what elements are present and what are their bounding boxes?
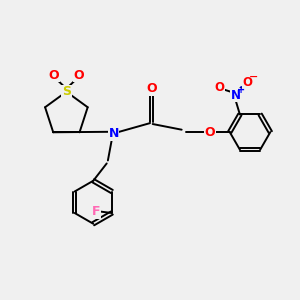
Text: O: O — [74, 69, 84, 82]
Text: N: N — [108, 127, 119, 140]
Text: O: O — [214, 81, 224, 94]
Text: N: N — [230, 88, 240, 102]
Text: +: + — [237, 85, 245, 95]
Text: O: O — [49, 69, 59, 82]
Text: −: − — [249, 72, 259, 82]
Text: O: O — [204, 126, 215, 139]
Text: F: F — [92, 205, 100, 218]
Text: S: S — [62, 85, 71, 98]
Text: O: O — [146, 82, 157, 95]
Text: O: O — [242, 76, 252, 89]
